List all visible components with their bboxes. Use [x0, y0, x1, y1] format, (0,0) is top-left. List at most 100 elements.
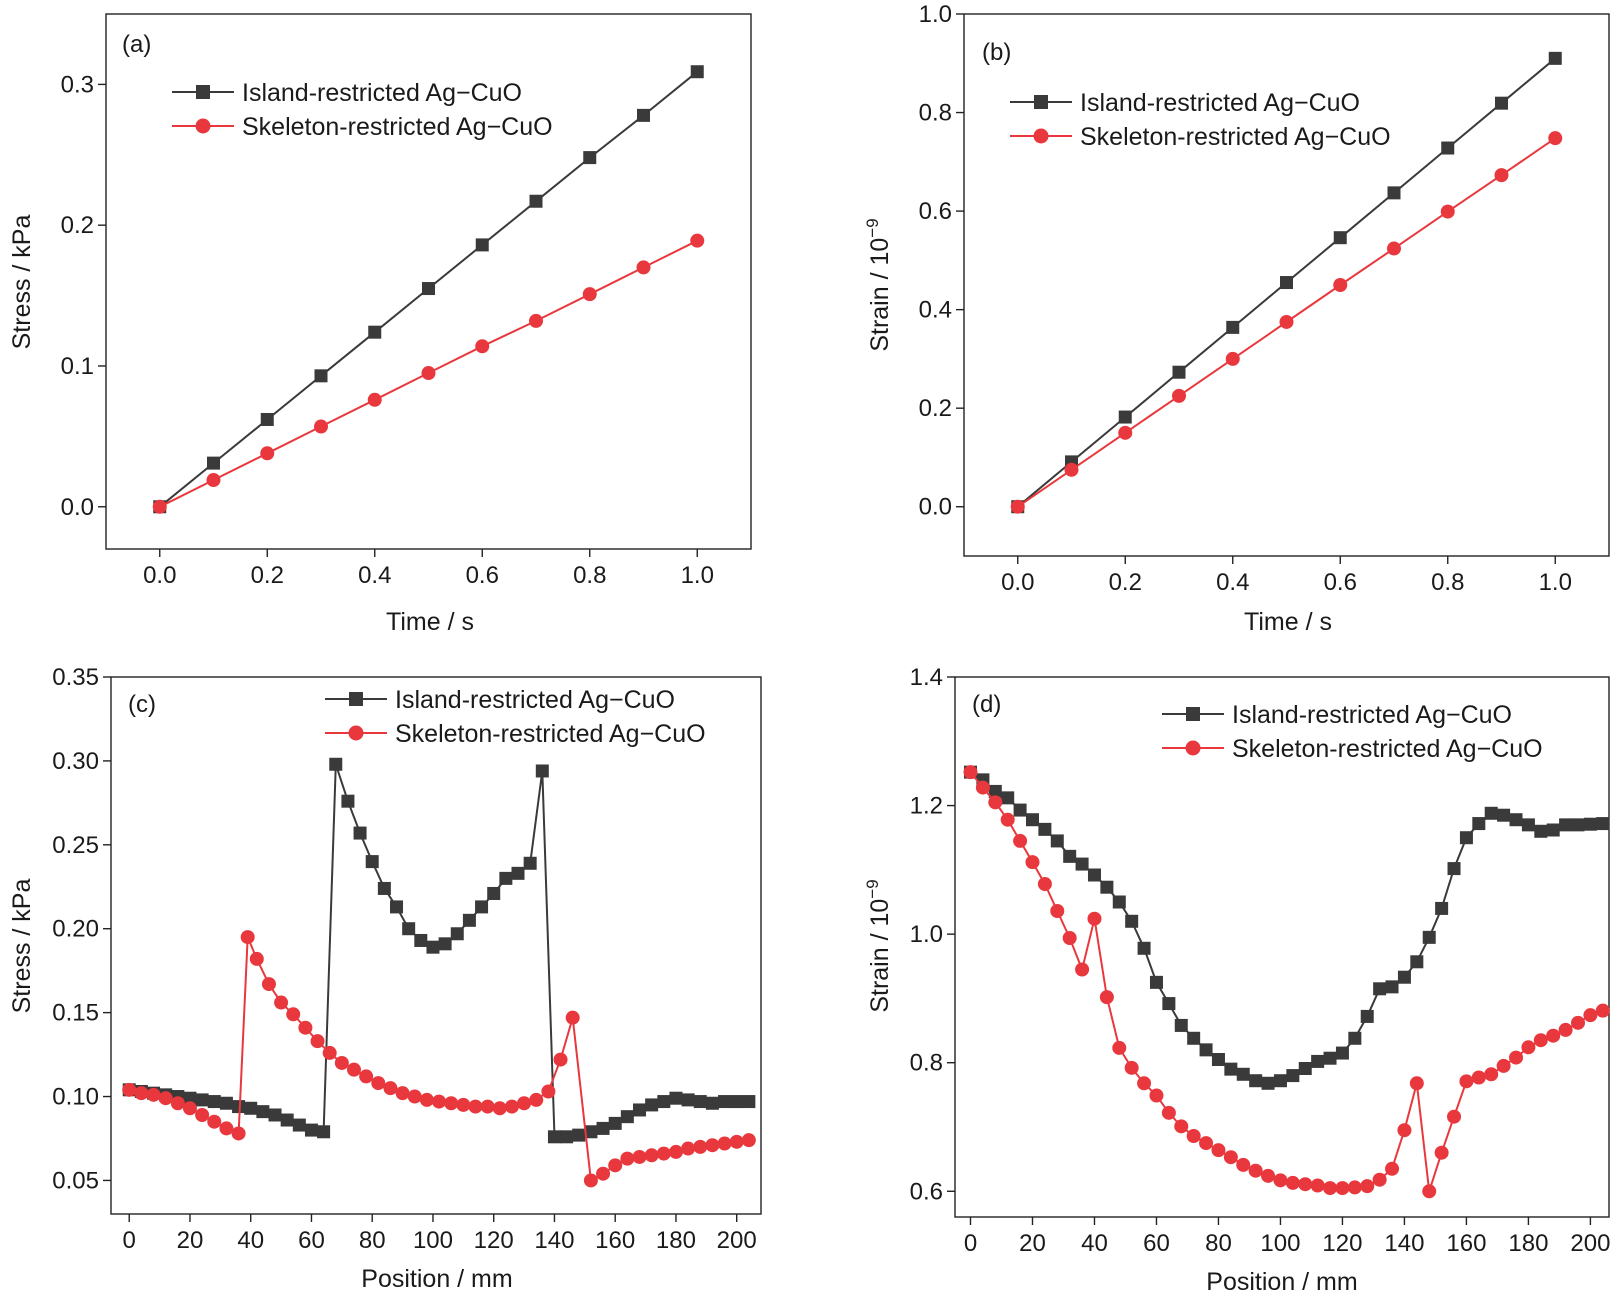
data-point-skeleton [146, 1087, 161, 1102]
data-point-island [730, 1095, 744, 1109]
data-point-skeleton [1118, 425, 1133, 440]
data-point-skeleton [1333, 278, 1348, 292]
data-point-skeleton [1225, 351, 1240, 366]
y-tick-label: 1.2 [910, 793, 943, 820]
axis-ticks: 0 20 40 60 80 100 120 140 160 180 200 0.05 0.10 0.15 0… [52, 664, 756, 1254]
data-point-island [1484, 806, 1498, 820]
data-point-island [1249, 1074, 1263, 1088]
data-point-skeleton [395, 1086, 410, 1101]
legend-label-skeleton: Skeleton-restricted Ag−CuO [1232, 735, 1543, 763]
data-point-skeleton [644, 1148, 659, 1163]
y-tick-label: 1.0 [919, 1, 952, 28]
data-point-skeleton [274, 995, 289, 1010]
data-point-skeleton [261, 977, 276, 992]
data-point-island [1050, 834, 1064, 848]
legend: Island-restricted Ag−CuO Skeleton-restri… [1010, 89, 1391, 151]
x-tick-label: 200 [1570, 1230, 1610, 1257]
x-tick-label: 200 [717, 1227, 757, 1254]
data-point-skeleton [1347, 1180, 1362, 1195]
data-point-island [690, 65, 704, 79]
data-point-skeleton [456, 1097, 471, 1112]
data-point-island [377, 881, 391, 895]
data-point-skeleton [1521, 1040, 1536, 1055]
data-point-skeleton [693, 1139, 708, 1154]
x-axis-title: Time / s [386, 608, 474, 636]
data-point-skeleton [504, 1099, 519, 1114]
x-tick-label: 0.0 [1001, 569, 1034, 596]
data-point-island [1286, 1069, 1300, 1083]
y-axis-title-base: Strain / 10 [866, 899, 894, 1013]
data-point-island [1236, 1067, 1250, 1081]
legend-marker-island-square-marker [1186, 707, 1200, 721]
data-point-island [1273, 1074, 1287, 1088]
data-point-skeleton [158, 1091, 173, 1106]
data-point-island [1226, 320, 1240, 334]
data-point-island [292, 1118, 306, 1132]
data-point-skeleton [632, 1149, 647, 1164]
data-point-island [207, 456, 220, 470]
data-point-skeleton [729, 1134, 744, 1149]
data-point-island [438, 937, 452, 951]
data-point-island [620, 1110, 634, 1124]
data-point-island [1211, 1053, 1225, 1066]
data-point-skeleton [1199, 1136, 1214, 1151]
data-point-island [718, 1095, 732, 1109]
x-tick-label: 20 [177, 1227, 204, 1254]
data-point-skeleton [1211, 1143, 1226, 1158]
y-axis-title: Strain / 10−9 [863, 879, 894, 1012]
data-point-island [988, 784, 1002, 798]
data-point-island [1261, 1076, 1275, 1090]
data-point-skeleton [432, 1094, 447, 1109]
data-point-island [207, 1095, 221, 1109]
data-point-skeleton [1236, 1157, 1251, 1172]
data-point-island [1100, 880, 1114, 894]
data-point-island [1112, 895, 1126, 909]
data-point-island [1435, 901, 1449, 915]
data-point-island [1495, 96, 1508, 110]
x-tick-label: 120 [474, 1227, 514, 1254]
panel-label: (b) [982, 39, 1011, 66]
legend: Island-restricted Ag−CuO Skeleton-restri… [325, 686, 706, 748]
x-tick-label: 160 [595, 1227, 635, 1254]
data-point-skeleton [367, 392, 382, 407]
data-point-island [1280, 276, 1293, 290]
data-point-skeleton [1112, 1040, 1127, 1055]
legend-label-island: Island-restricted Ag−CuO [1232, 701, 1512, 729]
data-point-skeleton [1496, 1058, 1511, 1073]
plot-frame [105, 13, 752, 550]
data-point-island [1441, 141, 1455, 155]
legend-label-island: Island-restricted Ag−CuO [242, 79, 522, 107]
data-point-skeleton [219, 1121, 234, 1136]
y-tick-label: 0.05 [52, 1167, 99, 1194]
data-point-island [1125, 914, 1139, 928]
data-point-skeleton [975, 780, 990, 795]
data-point-island [511, 866, 525, 880]
data-point-island [523, 856, 537, 870]
data-point-skeleton [582, 287, 597, 302]
data-point-island [1397, 970, 1411, 984]
data-point-skeleton [529, 313, 543, 328]
data-point-skeleton [1000, 812, 1015, 827]
data-point-skeleton [249, 951, 264, 966]
data-point-island [1118, 410, 1132, 424]
data-point-skeleton [1273, 1173, 1288, 1188]
data-point-skeleton [346, 1062, 361, 1077]
data-point-skeleton [1335, 1181, 1350, 1196]
y-tick-label: 0.30 [52, 748, 99, 775]
data-point-skeleton [596, 1166, 611, 1181]
data-point-skeleton [1360, 1179, 1375, 1194]
data-point-island [256, 1105, 270, 1119]
data-point-island [280, 1113, 294, 1127]
y-tick-label: 0.6 [919, 198, 952, 225]
x-tick-label: 40 [237, 1227, 264, 1254]
data-point-skeleton [690, 233, 705, 248]
data-point-skeleton [1323, 1181, 1338, 1196]
data-point-island [547, 1130, 561, 1144]
series-lines [963, 765, 1610, 1199]
data-point-island [1472, 817, 1486, 831]
data-point-skeleton [371, 1076, 386, 1091]
y-tick-label: 0.2 [919, 395, 952, 422]
data-point-skeleton [1025, 855, 1040, 870]
data-point-skeleton [492, 1101, 507, 1116]
y-tick-label: 0.0 [919, 494, 952, 521]
